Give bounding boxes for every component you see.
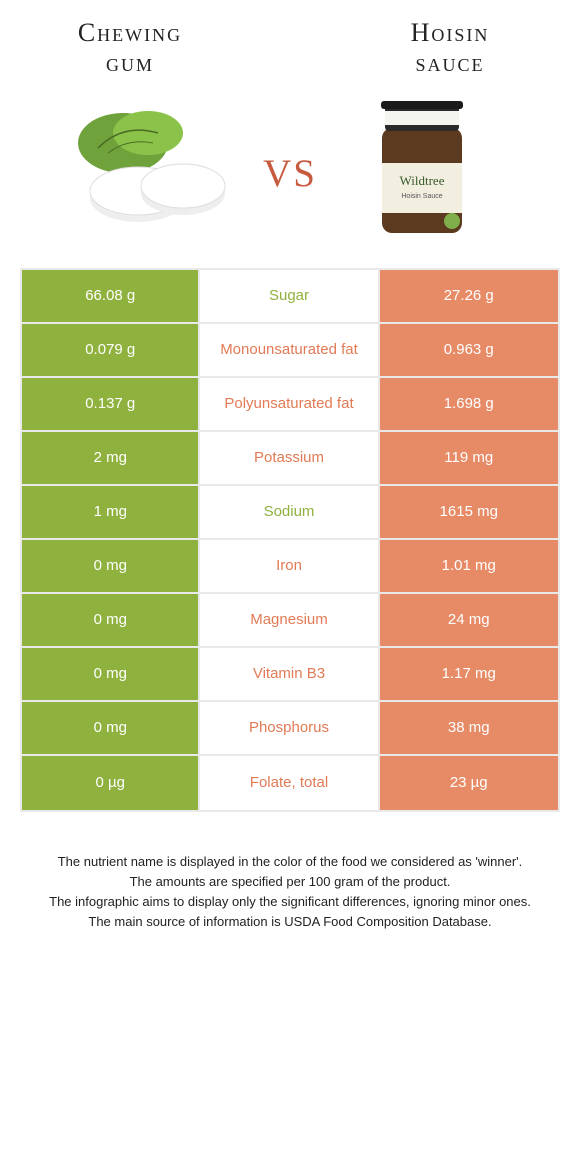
table-row: 0 mgPhosphorus38 mg <box>22 702 558 756</box>
infographic-container: Chewing gum Hoisin sauce vs <box>0 0 580 972</box>
right-value-cell: 1.17 mg <box>380 648 558 700</box>
left-value-cell: 0 mg <box>22 702 200 754</box>
left-food-title: Chewing gum <box>30 18 230 78</box>
left-value-cell: 0 mg <box>22 540 200 592</box>
table-row: 0 mgVitamin B31.17 mg <box>22 648 558 702</box>
left-value-cell: 1 mg <box>22 486 200 538</box>
left-value-cell: 66.08 g <box>22 270 200 322</box>
right-value-cell: 119 mg <box>380 432 558 484</box>
right-title-line1: Hoisin <box>411 18 490 47</box>
right-value-cell: 23 µg <box>380 756 558 810</box>
nutrient-label-cell: Phosphorus <box>200 702 379 754</box>
right-value-cell: 27.26 g <box>380 270 558 322</box>
footer-line: The infographic aims to display only the… <box>30 892 550 912</box>
svg-text:Hoisin Sauce: Hoisin Sauce <box>401 193 442 200</box>
left-value-cell: 0.137 g <box>22 378 200 430</box>
images-row: vs Wildtree Hoisin Sauce <box>0 88 580 268</box>
left-title-line2: gum <box>106 48 154 77</box>
table-row: 2 mgPotassium119 mg <box>22 432 558 486</box>
footer-notes: The nutrient name is displayed in the co… <box>0 822 580 973</box>
right-value-cell: 1.698 g <box>380 378 558 430</box>
right-food-image: Wildtree Hoisin Sauce <box>327 98 517 238</box>
left-value-cell: 0 µg <box>22 756 200 810</box>
right-value-cell: 0.963 g <box>380 324 558 376</box>
right-title-line2: sauce <box>415 48 484 77</box>
titles-row: Chewing gum Hoisin sauce <box>0 0 580 88</box>
table-row: 0 mgIron1.01 mg <box>22 540 558 594</box>
nutrient-label-cell: Magnesium <box>200 594 379 646</box>
nutrition-table-wrap: 66.08 gSugar27.26 g0.079 gMonounsaturate… <box>0 268 580 822</box>
right-value-cell: 1615 mg <box>380 486 558 538</box>
nutrient-label-cell: Polyunsaturated fat <box>200 378 379 430</box>
nutrition-table: 66.08 gSugar27.26 g0.079 gMonounsaturate… <box>20 268 560 812</box>
nutrient-label-cell: Sugar <box>200 270 379 322</box>
left-title-line1: Chewing <box>78 18 182 47</box>
right-food-title: Hoisin sauce <box>350 18 550 78</box>
left-value-cell: 0 mg <box>22 648 200 700</box>
vs-label: vs <box>263 136 317 200</box>
right-value-cell: 1.01 mg <box>380 540 558 592</box>
table-row: 0.079 gMonounsaturated fat0.963 g <box>22 324 558 378</box>
nutrient-label-cell: Iron <box>200 540 379 592</box>
table-row: 0.137 gPolyunsaturated fat1.698 g <box>22 378 558 432</box>
left-food-image <box>63 98 253 238</box>
footer-line: The nutrient name is displayed in the co… <box>30 852 550 872</box>
nutrient-label-cell: Vitamin B3 <box>200 648 379 700</box>
nutrient-label-cell: Monounsaturated fat <box>200 324 379 376</box>
svg-text:Wildtree: Wildtree <box>399 173 444 188</box>
footer-line: The main source of information is USDA F… <box>30 912 550 932</box>
right-value-cell: 38 mg <box>380 702 558 754</box>
left-value-cell: 0 mg <box>22 594 200 646</box>
nutrient-label-cell: Folate, total <box>200 756 379 810</box>
table-row: 0 µgFolate, total23 µg <box>22 756 558 810</box>
nutrient-label-cell: Sodium <box>200 486 379 538</box>
footer-line: The amounts are specified per 100 gram o… <box>30 872 550 892</box>
right-value-cell: 24 mg <box>380 594 558 646</box>
nutrient-label-cell: Potassium <box>200 432 379 484</box>
left-value-cell: 0.079 g <box>22 324 200 376</box>
left-value-cell: 2 mg <box>22 432 200 484</box>
table-row: 1 mgSodium1615 mg <box>22 486 558 540</box>
table-row: 66.08 gSugar27.26 g <box>22 270 558 324</box>
table-row: 0 mgMagnesium24 mg <box>22 594 558 648</box>
